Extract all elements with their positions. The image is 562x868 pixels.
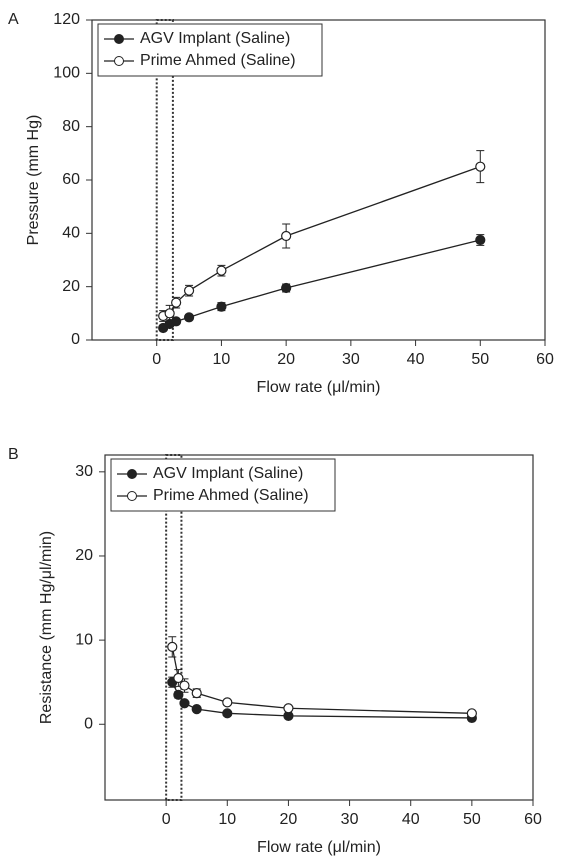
y-axis-label: Pressure (mm Hg) [25,115,42,246]
data-point [191,704,202,715]
x-tick-label: 30 [341,811,359,828]
data-point [167,641,178,652]
data-point [222,708,233,719]
y-axis-label: Resistance (mm Hg/μl/min) [38,531,55,724]
data-point [466,708,477,719]
highlight-region [155,19,174,341]
series-line [162,239,481,329]
x-tick-label: 10 [218,811,236,828]
legend-label: AGV Implant (Saline) [140,30,290,47]
panel-label: A [8,11,19,28]
y-tick-label: 0 [84,715,93,732]
data-point [183,312,195,323]
data-point [179,698,190,709]
y-tick-label: 40 [62,225,80,242]
x-tick-label: 50 [471,351,489,368]
legend-marker [127,469,137,479]
y-tick-label: 30 [75,463,93,480]
data-point [475,161,486,172]
panel-label: B [8,446,19,463]
x-tick-label: 0 [162,811,171,828]
data-point [283,703,294,714]
y-tick-label: 120 [53,11,80,28]
data-point [173,672,184,684]
legend-label: Prime Ahmed (Saline) [153,487,309,504]
legend-box [110,458,336,512]
y-tick-label: 0 [71,331,80,348]
y-tick-label: 100 [53,65,80,82]
legend-label: Prime Ahmed (Saline) [140,52,296,69]
data-point [164,308,175,319]
data-point [191,688,202,699]
data-point [173,689,184,700]
x-tick-label: 10 [213,351,231,368]
x-axis-label: Flow rate (μl/min) [257,839,381,856]
data-point [222,697,233,708]
y-tick-label: 80 [62,118,80,135]
y-tick-label: 60 [62,171,80,188]
highlight-region [165,454,183,801]
data-point [475,234,486,246]
data-point [281,230,292,242]
legend-label: AGV Implant (Saline) [153,465,303,482]
x-tick-label: 20 [277,351,295,368]
data-point [216,301,227,312]
x-tick-label: 60 [536,351,554,368]
data-point [171,297,182,308]
x-tick-label: 40 [402,811,420,828]
legend-marker [114,34,124,44]
x-tick-label: 50 [463,811,481,828]
legend-marker [114,56,124,66]
x-tick-label: 40 [407,351,425,368]
data-point [281,282,292,294]
x-tick-label: 60 [524,811,542,828]
series-line [171,646,472,714]
data-point [179,680,190,691]
x-axis-label: Flow rate (μl/min) [257,379,381,396]
x-tick-label: 0 [152,351,161,368]
y-tick-label: 20 [62,278,80,295]
x-tick-label: 30 [342,351,360,368]
legend-marker [127,491,137,501]
x-tick-label: 20 [280,811,298,828]
series-line [162,166,481,317]
data-point [183,285,195,296]
frame [104,454,534,801]
y-tick-label: 10 [75,631,93,648]
data-point [216,265,227,276]
legend-box [97,23,323,77]
y-tick-label: 20 [75,547,93,564]
